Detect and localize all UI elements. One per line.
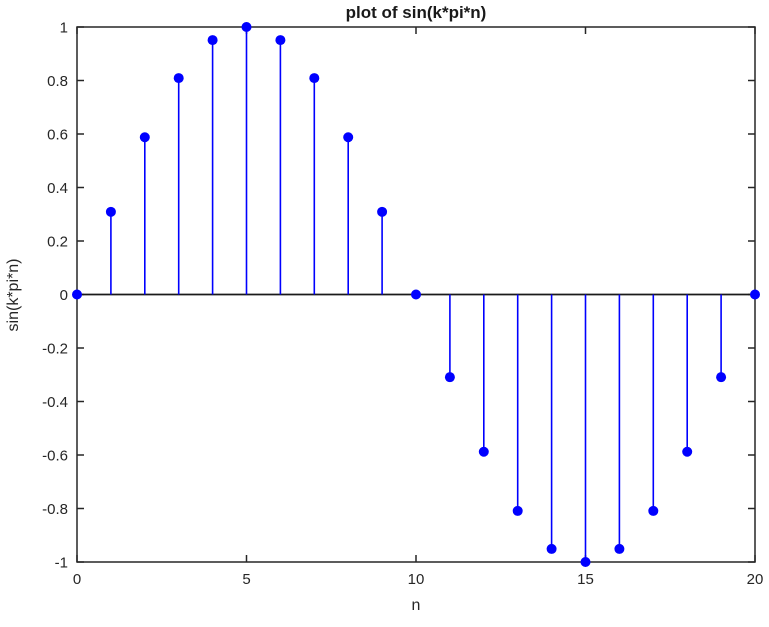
y-tick-label: 0.2 — [47, 233, 68, 250]
y-tick-label: 1 — [60, 19, 68, 36]
chart-title: plot of sin(k*pi*n) — [345, 3, 487, 22]
y-tick-label: -0.6 — [42, 447, 68, 464]
stem-marker — [207, 35, 218, 46]
stem-marker — [275, 35, 286, 46]
stem-marker — [512, 505, 523, 516]
stem-marker — [105, 206, 116, 217]
x-tick-label: 15 — [577, 571, 594, 588]
stem-marker — [750, 289, 760, 300]
y-tick-label: -0.8 — [42, 501, 68, 518]
stem-marker — [411, 289, 421, 300]
y-tick-label: 0.4 — [47, 180, 68, 197]
stem-marker — [682, 446, 693, 457]
y-tick-label: 0.6 — [47, 126, 68, 143]
y-tick-label: -0.2 — [42, 340, 68, 357]
x-axis-label: n — [411, 597, 421, 614]
stem-marker — [72, 289, 82, 300]
x-tick-label: 20 — [747, 571, 764, 588]
stem-marker — [444, 372, 455, 383]
stem-marker — [173, 73, 184, 84]
stem-marker — [580, 557, 591, 567]
stem-marker — [241, 22, 252, 32]
stem-marker — [139, 132, 150, 143]
stem-marker — [478, 446, 489, 457]
stem-marker — [546, 543, 557, 554]
y-tick-label: 0.8 — [47, 73, 68, 90]
stem-marker — [309, 73, 320, 84]
x-tick-label: 5 — [242, 571, 250, 588]
stem-marker — [377, 206, 388, 217]
y-tick-label: -0.4 — [42, 394, 68, 411]
y-axis-label: sin(k*pi*n) — [5, 258, 22, 332]
stem-marker — [343, 132, 354, 143]
x-tick-label: 0 — [73, 571, 81, 588]
stem-marker — [614, 543, 625, 554]
stem-marker — [716, 372, 727, 383]
x-tick-label: 10 — [408, 571, 425, 588]
stem-marker — [648, 505, 659, 516]
y-tick-label: -1 — [55, 554, 68, 571]
y-tick-label: 0 — [60, 287, 68, 304]
